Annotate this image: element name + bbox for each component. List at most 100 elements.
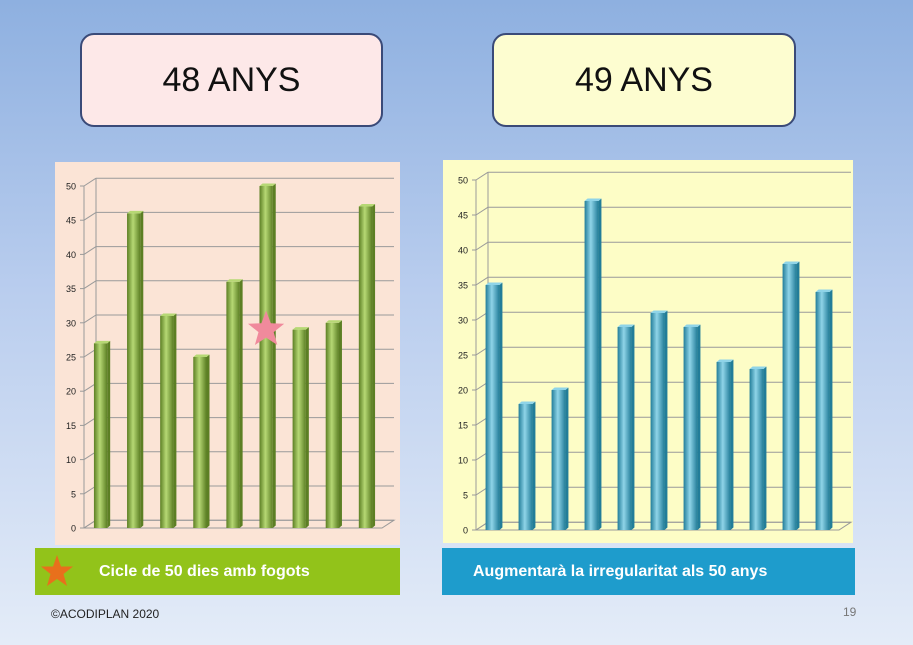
left-chart-y-tick-label: 5: [71, 489, 76, 499]
right-caption-banner: Augmentarà la irregularitat als 50 anys: [442, 548, 855, 595]
right-chart-y-tick-label: 45: [458, 211, 468, 221]
left-chart: 0 5 10 15 20 25 30 35 40 45 50: [66, 177, 396, 534]
right-chart-grid-diagonal: [475, 276, 489, 286]
right-caption-text: Augmentarà la irregularitat als 50 anys: [473, 562, 768, 580]
left-chart-bar-side: [372, 204, 376, 528]
right-chart-bar-side: [565, 387, 569, 530]
right-chart: 0 5 10 15 20 25 30 35 40 45 50: [458, 171, 853, 536]
right-chart-bar-top: [782, 261, 800, 264]
left-chart-y-tick-label: 25: [66, 353, 76, 363]
right-chart-y-tick-label: 50: [458, 176, 468, 186]
left-title-box: 48 ANYS: [80, 33, 383, 127]
left-chart-grid-diagonal: [83, 314, 97, 324]
right-chart-bar: [650, 310, 668, 530]
left-chart-bar-top: [127, 210, 144, 214]
left-chart-grid-diagonal: [83, 211, 97, 221]
right-chart-bar-front: [617, 327, 632, 530]
left-chart-bar-top: [358, 204, 376, 207]
right-chart-y-tick-label: 30: [458, 316, 468, 326]
right-chart-bar-front: [782, 264, 797, 530]
star-icon: [248, 310, 285, 345]
right-chart-y-tick-label: 25: [458, 351, 468, 361]
right-chart-bar: [617, 324, 635, 530]
right-chart-y-tick-label: 0: [463, 526, 468, 536]
left-chart-bar-side: [206, 354, 210, 528]
left-chart-bar-side: [272, 183, 276, 528]
left-title: 48 ANYS: [162, 60, 301, 99]
right-chart-bar-front: [716, 362, 731, 530]
left-chart-floor: [82, 519, 396, 529]
right-chart-grid-diagonal: [475, 206, 489, 216]
left-chart-bar-top: [93, 340, 111, 344]
right-chart-y-tick-label: 5: [463, 491, 468, 501]
right-chart-bar-side: [730, 359, 734, 530]
right-chart-bar-front: [815, 292, 830, 530]
left-chart-y-tick-label: 30: [66, 318, 76, 328]
left-chart-grid-diagonal: [83, 280, 97, 290]
left-chart-bar: [160, 313, 177, 528]
right-chart-bar: [815, 289, 833, 530]
right-title-box: 49 ANYS: [492, 33, 796, 127]
left-chart-grid-diagonal: [83, 246, 97, 255]
left-chart-bar-front: [325, 322, 339, 528]
page-number: 19: [843, 605, 857, 619]
left-chart-bar-front: [93, 343, 108, 528]
right-chart-bar-front: [683, 327, 698, 530]
left-chart-bar-front: [292, 329, 306, 528]
left-chart-y-tick-label: 0: [71, 524, 76, 534]
left-chart-bar-top: [325, 320, 342, 323]
left-chart-bar-top: [259, 183, 276, 186]
right-title: 49 ANYS: [575, 60, 713, 99]
right-chart-bar-top: [650, 310, 668, 313]
left-chart-bar: [127, 210, 144, 529]
left-chart-bar-side: [239, 279, 243, 528]
left-chart-bar-top: [226, 279, 243, 282]
right-chart-bar-top: [551, 387, 569, 390]
left-chart-y-tick-label: 35: [66, 284, 76, 294]
right-chart-bar-side: [631, 324, 635, 530]
left-chart-bar-front: [259, 186, 273, 528]
right-chart-bar-side: [763, 366, 767, 530]
left-chart-bar-front: [193, 357, 207, 528]
right-chart-y-tick-label: 15: [458, 421, 468, 431]
right-chart-bar-front: [518, 404, 533, 530]
left-chart-y-tick-label: 10: [66, 455, 76, 465]
left-chart-panel: 0 5 10 15 20 25 30 35 40 45 50: [55, 162, 400, 545]
right-chart-bar-top: [584, 198, 602, 201]
left-caption-banner: Cicle de 50 dies amb fogots: [35, 548, 400, 595]
left-chart-bar-top: [160, 313, 177, 316]
right-chart-panel: 0 5 10 15 20 25 30 35 40 45 50: [443, 160, 853, 543]
left-chart-bar-top: [292, 327, 309, 330]
right-chart-bar-side: [829, 289, 833, 530]
left-chart-bar-side: [338, 320, 342, 528]
right-chart-bar: [584, 198, 602, 530]
left-chart-bar-top: [193, 354, 210, 357]
right-chart-bar-side: [664, 310, 668, 530]
left-chart-bar: [259, 183, 276, 528]
right-chart-bar-front: [584, 201, 599, 530]
left-chart-bar: [93, 340, 111, 528]
right-chart-bar-front: [749, 369, 764, 530]
left-chart-bar: [226, 279, 243, 528]
left-chart-bar-front: [226, 281, 240, 528]
right-chart-bar-front: [650, 313, 665, 530]
right-chart-y-tick-label: 10: [458, 456, 468, 466]
right-chart-bar-side: [598, 198, 602, 530]
right-chart-bar-front: [485, 285, 500, 530]
right-chart-bar: [551, 387, 569, 530]
left-chart-bar-side: [305, 327, 309, 528]
right-chart-bar: [782, 261, 800, 530]
left-chart-grid-diagonal: [83, 177, 97, 187]
left-chart-y-tick-label: 45: [66, 216, 76, 226]
left-chart-y-tick-label: 50: [66, 182, 76, 192]
left-chart-bar: [325, 320, 342, 528]
right-chart-bar-top: [815, 289, 833, 292]
right-chart-bar-front: [551, 390, 566, 530]
left-chart-y-tick-label: 20: [66, 387, 76, 397]
right-chart-bar-side: [697, 324, 701, 530]
right-chart-bar: [518, 401, 536, 530]
left-chart-y-tick-label: 40: [66, 250, 76, 260]
left-chart-bar: [292, 327, 309, 528]
left-caption-text: Cicle de 50 dies amb fogots: [99, 562, 310, 580]
right-chart-grid-diagonal: [475, 171, 489, 181]
